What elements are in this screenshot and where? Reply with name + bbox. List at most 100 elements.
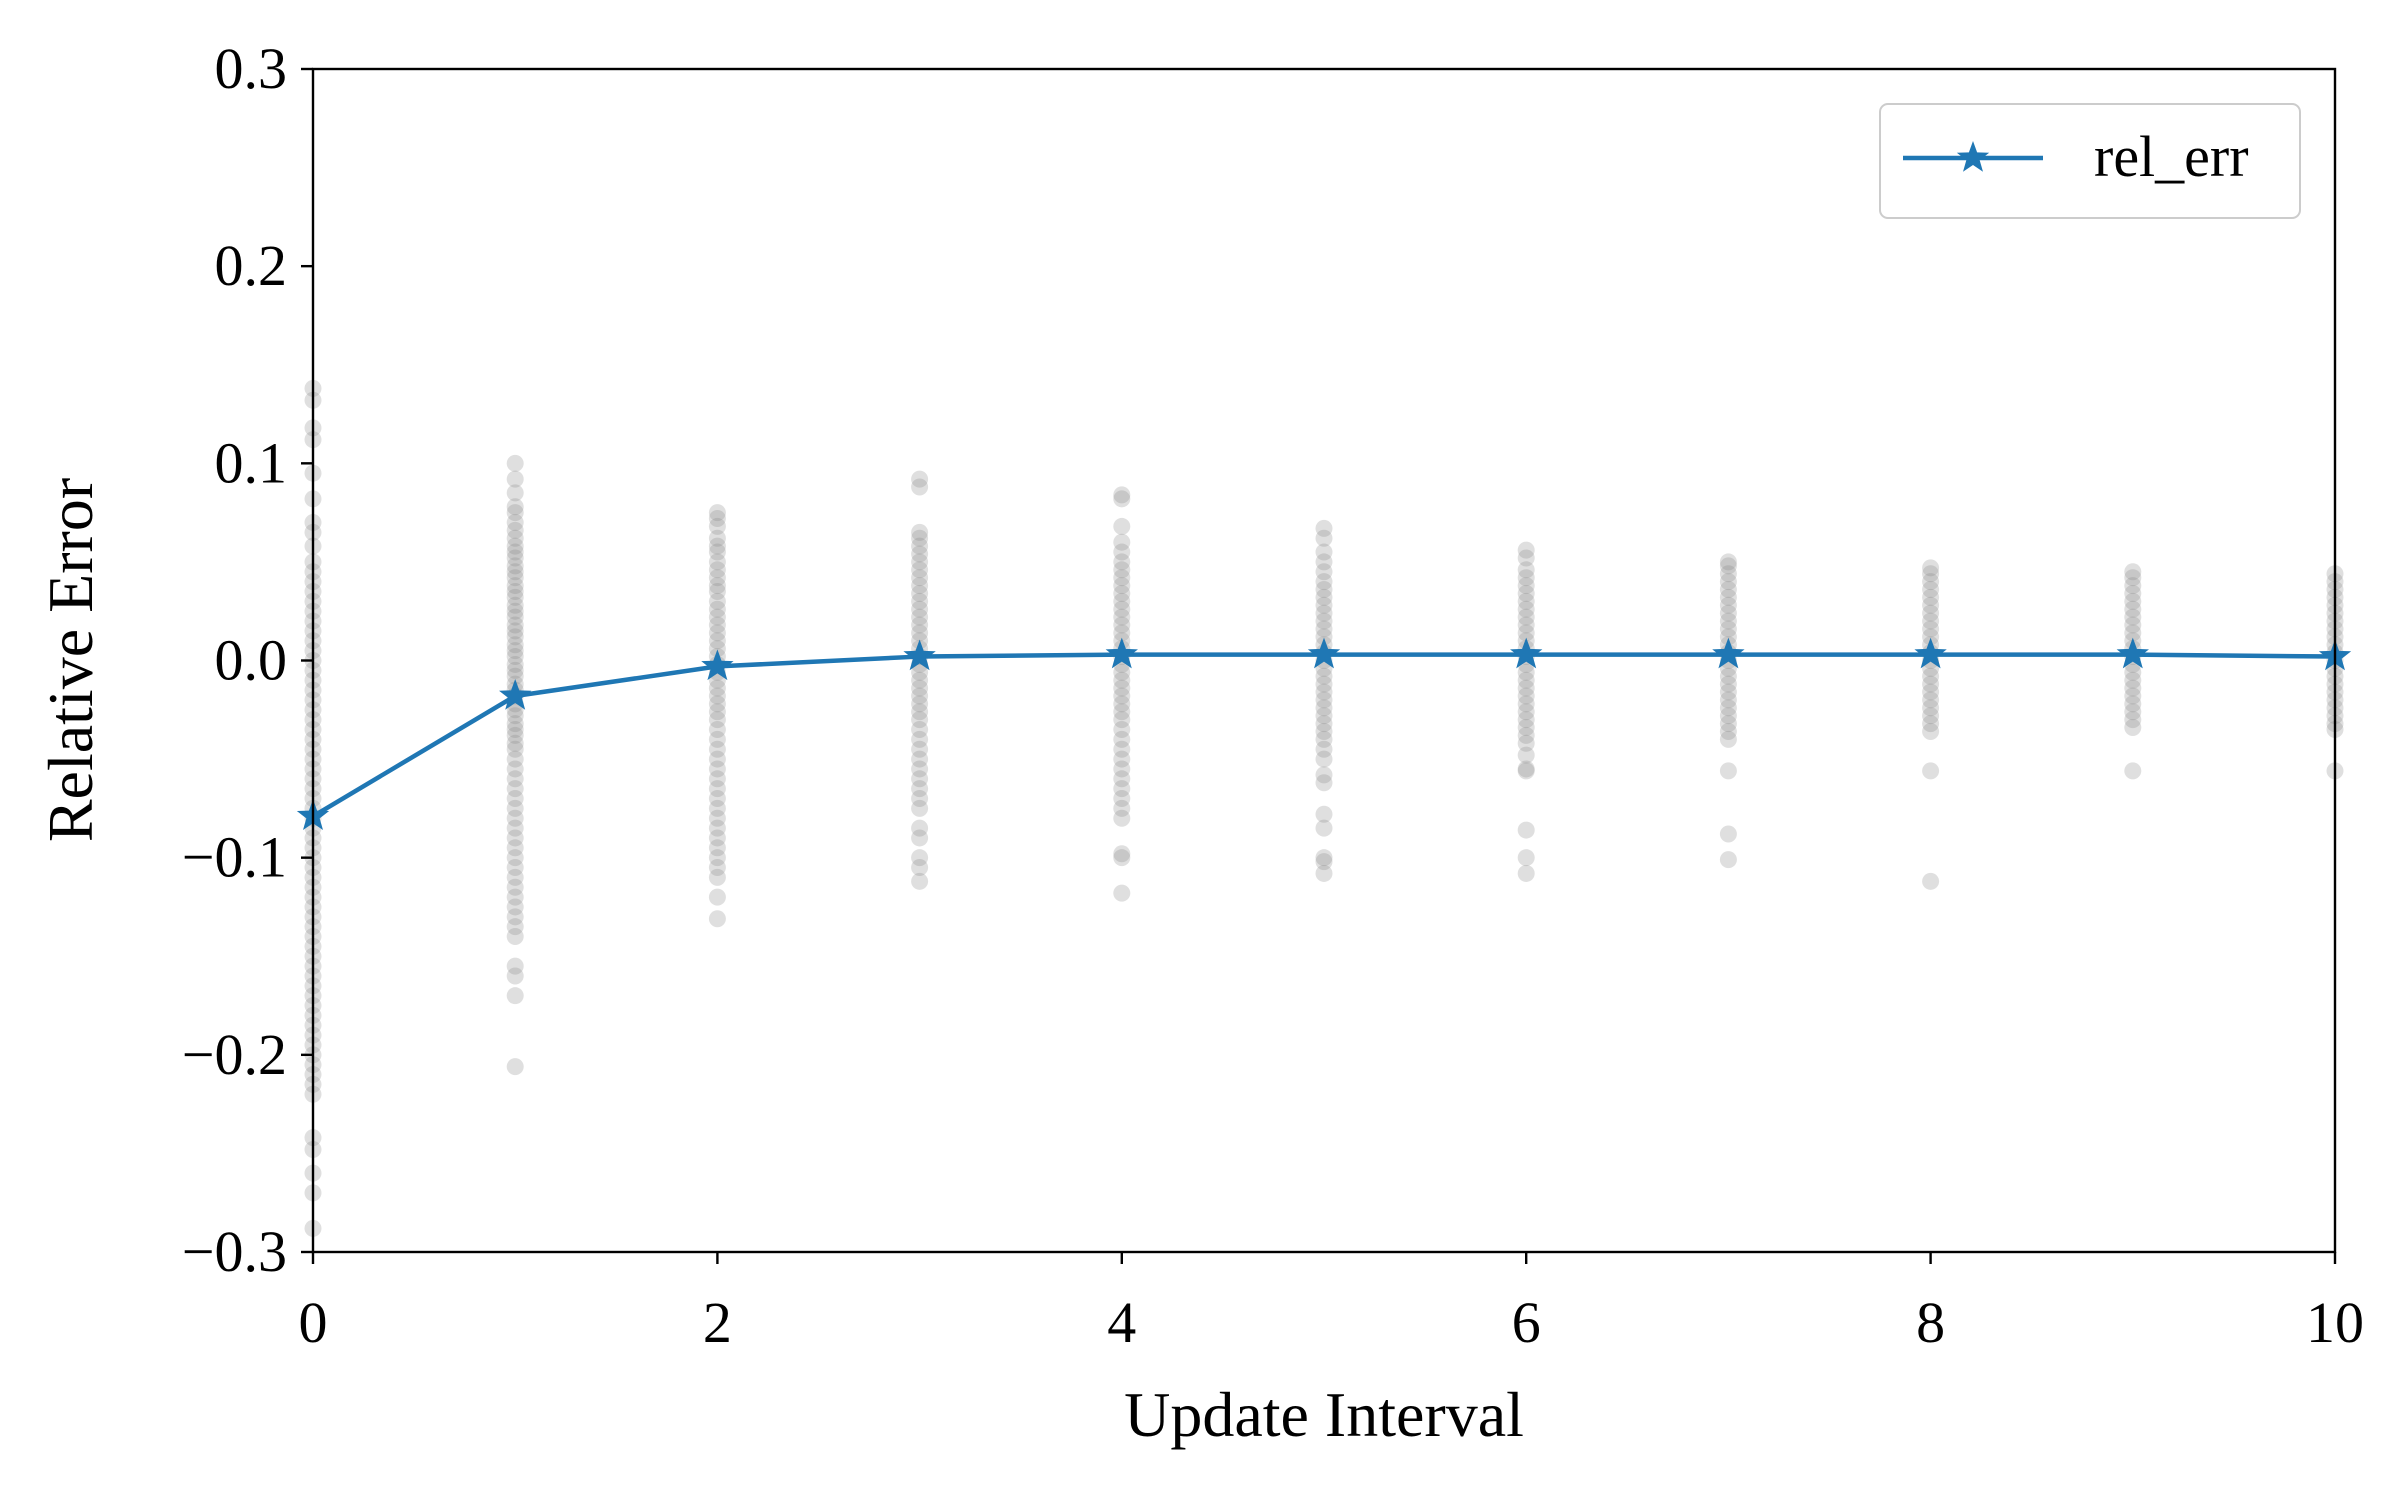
sample-point-2-30: [708, 750, 726, 768]
x-axis: 0 2 4 6 8 10: [299, 1252, 2364, 1355]
sample-point-2-31: [708, 760, 726, 778]
sample-point-3-22: [911, 679, 929, 697]
sample-point-8-0: [1922, 559, 1940, 577]
sample-point-5-17: [1315, 667, 1333, 685]
sample-point-2-27: [708, 721, 726, 739]
sample-point-7-5: [1719, 588, 1737, 606]
sample-point-6-29: [1517, 849, 1535, 867]
legend-label-rel-err: rel_err: [2094, 124, 2249, 189]
sample-point-1-57: [506, 918, 524, 936]
sample-point-2-35: [708, 799, 726, 817]
sample-point-7-21: [1719, 715, 1737, 733]
sample-point-5-9: [1315, 604, 1333, 622]
sample-point-2-44: [708, 910, 726, 928]
sample-point-8-19: [1922, 707, 1940, 725]
sample-point-6-16: [1517, 671, 1535, 689]
sample-point-8-5: [1922, 596, 1940, 614]
sample-point-5-22: [1315, 707, 1333, 725]
sample-point-9-8: [2124, 624, 2142, 642]
y-tick-label-5: 0.2: [215, 233, 288, 298]
sample-point-8-3: [1922, 581, 1940, 599]
sample-point-4-30: [1113, 760, 1131, 778]
sample-point-5-10: [1315, 612, 1333, 630]
sample-point-4-13: [1113, 616, 1131, 634]
sample-point-6-2: [1517, 561, 1535, 579]
sample-point-3-12: [911, 600, 929, 618]
sample-point-5-6: [1315, 581, 1333, 599]
sample-point-3-14: [911, 616, 929, 634]
sample-point-4-8: [1113, 577, 1131, 595]
sample-point-1-59: [506, 957, 524, 975]
sample-point-6-25: [1517, 746, 1535, 764]
sample-point-5-8: [1315, 596, 1333, 614]
sample-point-3-1: [911, 478, 929, 496]
sample-point-2-43: [708, 888, 726, 906]
sample-point-4-6: [1113, 561, 1131, 579]
y-axis-label: Relative Error: [35, 478, 106, 842]
x-tick-label-4: 8: [1916, 1290, 1945, 1355]
sample-point-7-23: [1719, 730, 1737, 748]
sample-point-3-35: [911, 799, 929, 817]
sample-point-1-58: [506, 928, 524, 946]
sample-point-9-1: [2124, 569, 2142, 587]
sample-point-8-20: [1922, 715, 1940, 733]
x-tick-label-1: 2: [703, 1290, 732, 1355]
sample-point-6-21: [1517, 711, 1535, 729]
x-tick-label-3: 6: [1512, 1290, 1541, 1355]
sample-point-2-8: [708, 569, 726, 587]
sample-point-1-24: [506, 642, 524, 660]
series-point-8: [1914, 637, 1947, 669]
sample-point-1-54: [506, 888, 524, 906]
sample-point-3-40: [911, 872, 929, 890]
sample-point-8-7: [1922, 612, 1940, 630]
sample-point-3-11: [911, 592, 929, 610]
sample-point-4-33: [1113, 790, 1131, 808]
sample-point-1-11: [506, 557, 524, 575]
sample-point-1-8: [506, 537, 524, 555]
sample-point-6-5: [1517, 584, 1535, 602]
sample-point-3-32: [911, 770, 929, 788]
sample-point-4-14: [1113, 624, 1131, 642]
sample-point-3-10: [911, 584, 929, 602]
sample-point-7-26: [1719, 851, 1737, 869]
sample-point-3-28: [911, 730, 929, 748]
sample-point-1-34: [506, 707, 524, 725]
y-tick-label-3: 0.0: [215, 628, 288, 693]
sample-point-1-16: [506, 588, 524, 606]
sample-point-3-23: [911, 687, 929, 705]
sample-point-6-18: [1517, 687, 1535, 705]
sample-point-4-5: [1113, 553, 1131, 571]
legend-star-marker: [1956, 141, 1990, 172]
sample-point-8-8: [1922, 620, 1940, 638]
sample-point-1-9: [506, 543, 524, 561]
sample-point-5-11: [1315, 620, 1333, 638]
sample-point-8-23: [1922, 872, 1940, 890]
sample-point-4-27: [1113, 730, 1131, 748]
sample-point-9-6: [2124, 608, 2142, 626]
sample-point-3-29: [911, 740, 929, 758]
sample-point-5-32: [1315, 849, 1333, 867]
sample-point-1-53: [506, 878, 524, 896]
sample-point-7-17: [1719, 683, 1737, 701]
sample-point-3-6: [911, 553, 929, 571]
sample-point-1-27: [506, 661, 524, 679]
sample-point-5-33: [1315, 853, 1333, 871]
sample-point-5-24: [1315, 722, 1333, 740]
sample-point-1-13: [506, 569, 524, 587]
sample-point-5-26: [1315, 740, 1333, 758]
sample-point-2-32: [708, 770, 726, 788]
sample-point-6-10: [1517, 624, 1535, 642]
sample-point-1-38: [506, 734, 524, 752]
sample-point-2-41: [708, 859, 726, 877]
sample-point-8-14: [1922, 667, 1940, 685]
sample-point-5-34: [1315, 864, 1333, 882]
sample-point-2-26: [708, 711, 726, 729]
sample-point-1-48: [506, 829, 524, 847]
sample-point-3-31: [911, 760, 929, 778]
sample-point-5-29: [1315, 774, 1333, 792]
sample-point-4-9: [1113, 584, 1131, 602]
sample-point-3-26: [911, 711, 929, 729]
sample-point-6-22: [1517, 719, 1535, 737]
